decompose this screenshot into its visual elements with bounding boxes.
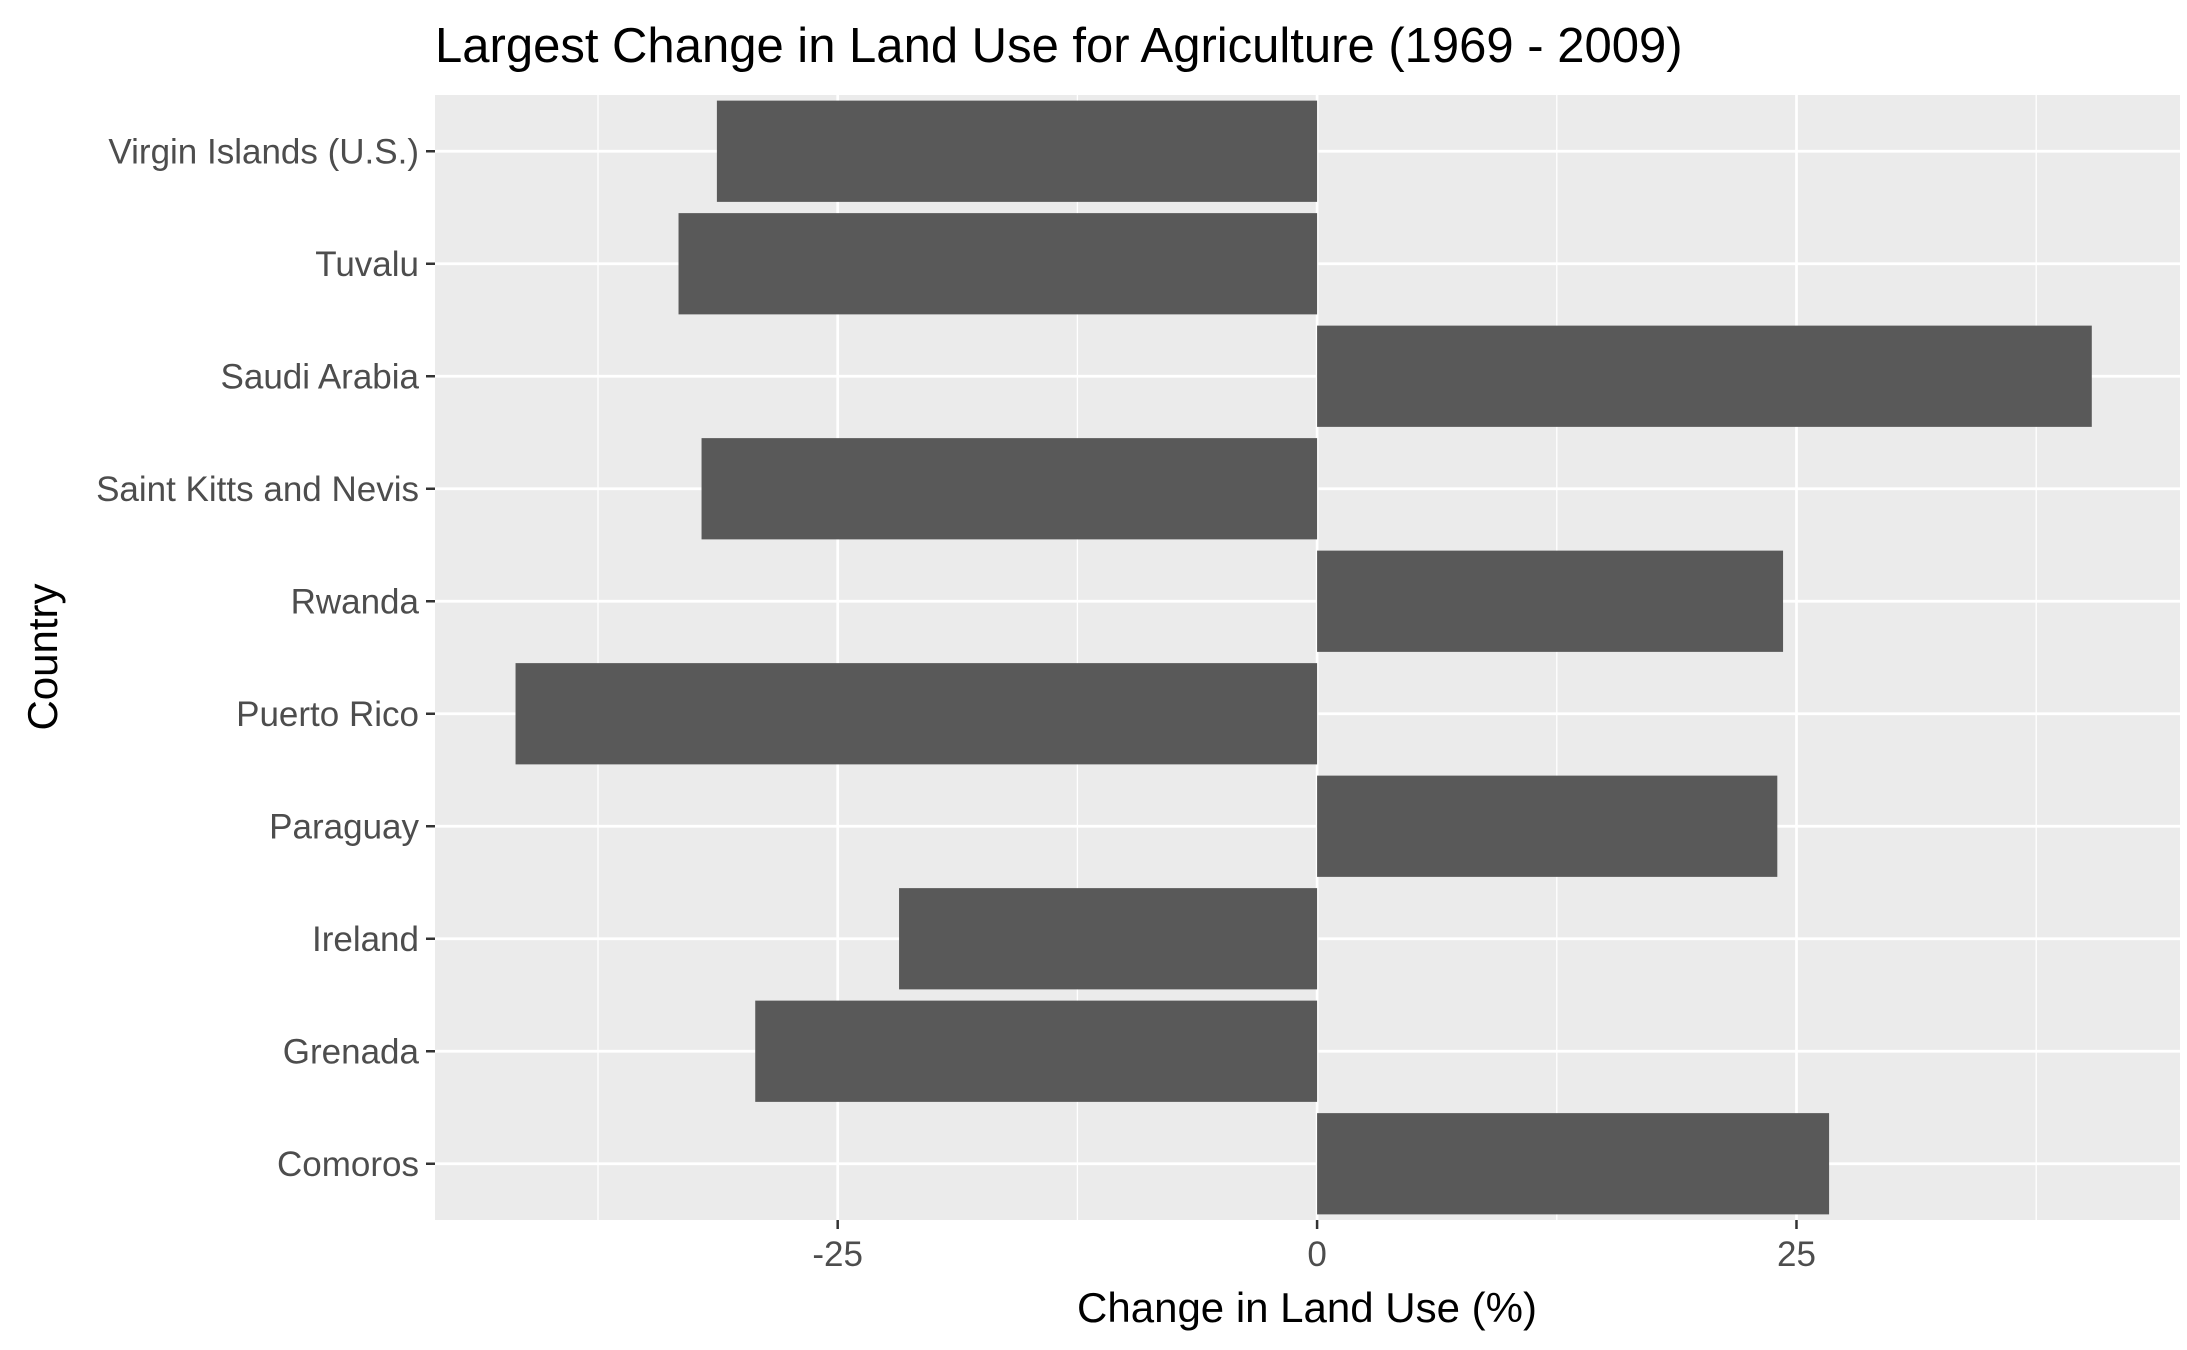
x-tick-label: 25 <box>1777 1235 1816 1274</box>
chart-title: Largest Change in Land Use for Agricultu… <box>435 19 1683 73</box>
bar <box>1317 1113 1830 1215</box>
bar <box>1317 325 2092 427</box>
y-axis-title: Country <box>19 583 66 730</box>
x-tick-label: -25 <box>812 1235 863 1274</box>
y-tick-label: Comoros <box>277 1145 419 1184</box>
bar <box>716 100 1318 202</box>
y-axis: Comoros Grenada Ireland Paraguay Puerto Rico… <box>96 132 435 1184</box>
bar <box>515 663 1318 765</box>
y-tick-label: Puerto Rico <box>236 695 419 734</box>
bar <box>899 888 1318 990</box>
y-tick-label: Paraguay <box>269 807 419 846</box>
bars <box>515 100 2092 1215</box>
bar <box>1317 775 1778 877</box>
x-tick-label: 0 <box>1307 1235 1326 1274</box>
bar <box>755 1000 1318 1102</box>
bar <box>1317 550 1784 652</box>
x-axis-title: Change in Land Use (%) <box>1077 1284 1537 1331</box>
x-axis: -25 0 25 <box>812 1220 1816 1274</box>
y-tick-label: Saint Kitts and Nevis <box>96 470 419 509</box>
y-tick-label: Rwanda <box>291 582 420 621</box>
y-tick-label: Tuvalu <box>315 245 419 284</box>
bar <box>701 438 1318 540</box>
y-tick-label: Saudi Arabia <box>221 357 420 396</box>
bar <box>678 213 1318 315</box>
y-tick-label: Virgin Islands (U.S.) <box>108 132 419 171</box>
y-tick-label: Grenada <box>283 1032 420 1071</box>
y-tick-label: Ireland <box>312 920 419 959</box>
